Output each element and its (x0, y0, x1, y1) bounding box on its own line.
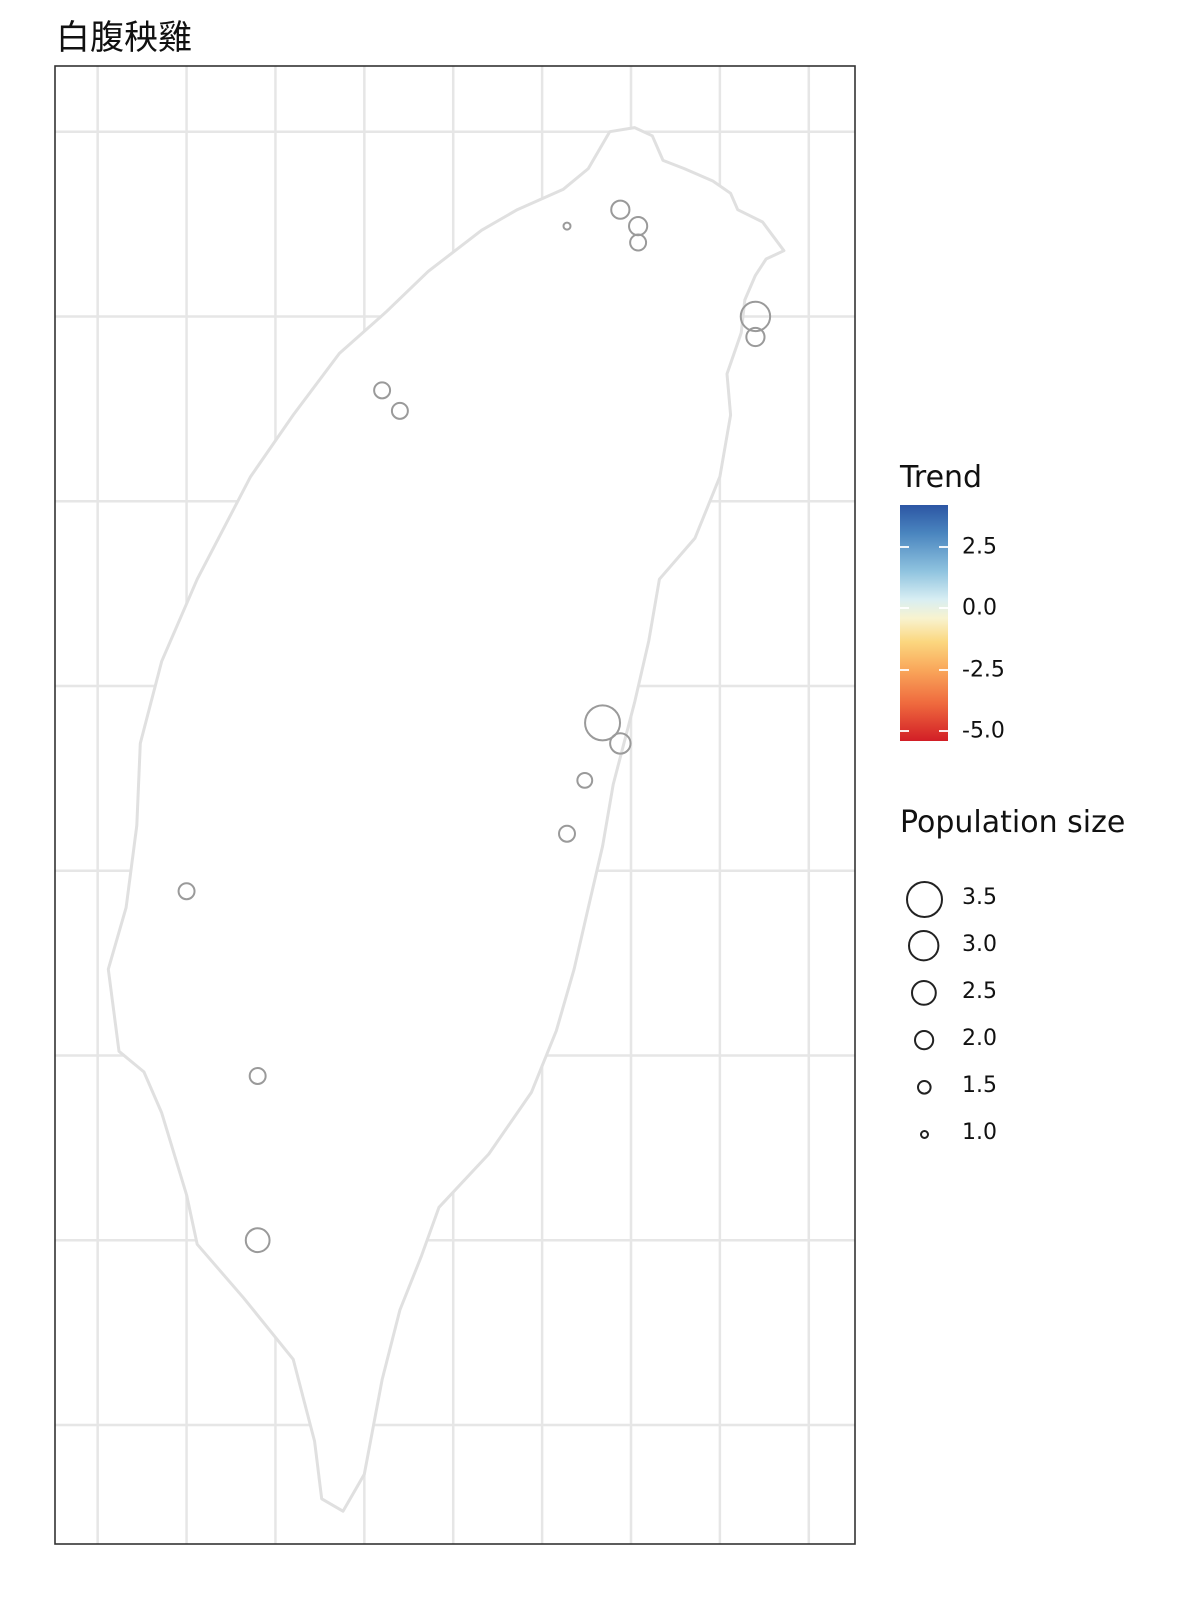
trend-colorbar (900, 505, 948, 741)
size-legend-circle-3 (913, 1029, 935, 1051)
size-legend-entries: 3.5 3.0 2.5 2.0 1.5 1.0 (900, 876, 1180, 1158)
site-point-0 (562, 221, 572, 231)
size-legend-label-2: 2.5 (962, 979, 997, 1004)
size-legend-circle-5 (919, 1129, 929, 1139)
trend-legend-title: Trend (900, 460, 983, 495)
colorbar-tick-2 (900, 668, 948, 671)
size-legend-label-3: 2.0 (962, 1026, 997, 1051)
colorbar-tick-label-0: 2.5 (962, 534, 997, 560)
taiwan-coastline (106, 126, 786, 1513)
size-legend-row-5: 1.0 (900, 1111, 1180, 1158)
size-legend-circle-0 (905, 880, 943, 918)
size-legend-label-5: 1.0 (962, 1120, 997, 1145)
size-legend-row-1: 3.0 (900, 923, 1180, 970)
site-point-12 (177, 882, 196, 901)
size-legend-row-3: 2.0 (900, 1017, 1180, 1064)
site-point-11 (558, 824, 576, 843)
site-point-7 (390, 401, 409, 420)
colorbar-tick-3 (900, 730, 948, 733)
size-legend-title: Population size (900, 805, 1126, 840)
site-point-5 (745, 326, 766, 348)
trend-colorbar-group: 2.5 0.0 -2.5 -5.0 (900, 505, 1180, 805)
colorbar-tick-label-1: 0.0 (962, 595, 997, 621)
colorbar-tick-1 (900, 607, 948, 610)
size-legend-row-4: 1.5 (900, 1064, 1180, 1111)
size-legend-circle-4 (916, 1079, 932, 1095)
size-legend-label-1: 3.0 (962, 932, 997, 957)
size-legend-circle-1 (908, 930, 940, 962)
size-legend-label-4: 1.5 (962, 1073, 997, 1098)
site-point-14 (244, 1227, 271, 1254)
size-legend-row-2: 2.5 (900, 970, 1180, 1017)
size-legend-circle-2 (911, 980, 937, 1006)
site-point-13 (248, 1066, 267, 1085)
site-point-9 (609, 732, 632, 755)
site-point-1 (610, 199, 631, 220)
site-point-10 (576, 771, 594, 789)
size-legend-label-0: 3.5 (962, 885, 997, 910)
size-legend-row-0: 3.5 (900, 876, 1180, 923)
site-point-4 (739, 300, 772, 333)
chart-title: 白腹秧雞 (56, 18, 192, 58)
site-point-6 (373, 381, 392, 400)
colorbar-tick-0 (900, 545, 948, 548)
colorbar-tick-label-2: -2.5 (962, 657, 1005, 683)
site-point-3 (629, 233, 648, 252)
colorbar-tick-label-3: -5.0 (962, 718, 1005, 744)
legend: Trend 2.5 0.0 -2.5 -5.0 Population size 3.5… (900, 460, 1180, 1158)
site-point-8 (584, 704, 622, 742)
panel-border (54, 65, 856, 1545)
